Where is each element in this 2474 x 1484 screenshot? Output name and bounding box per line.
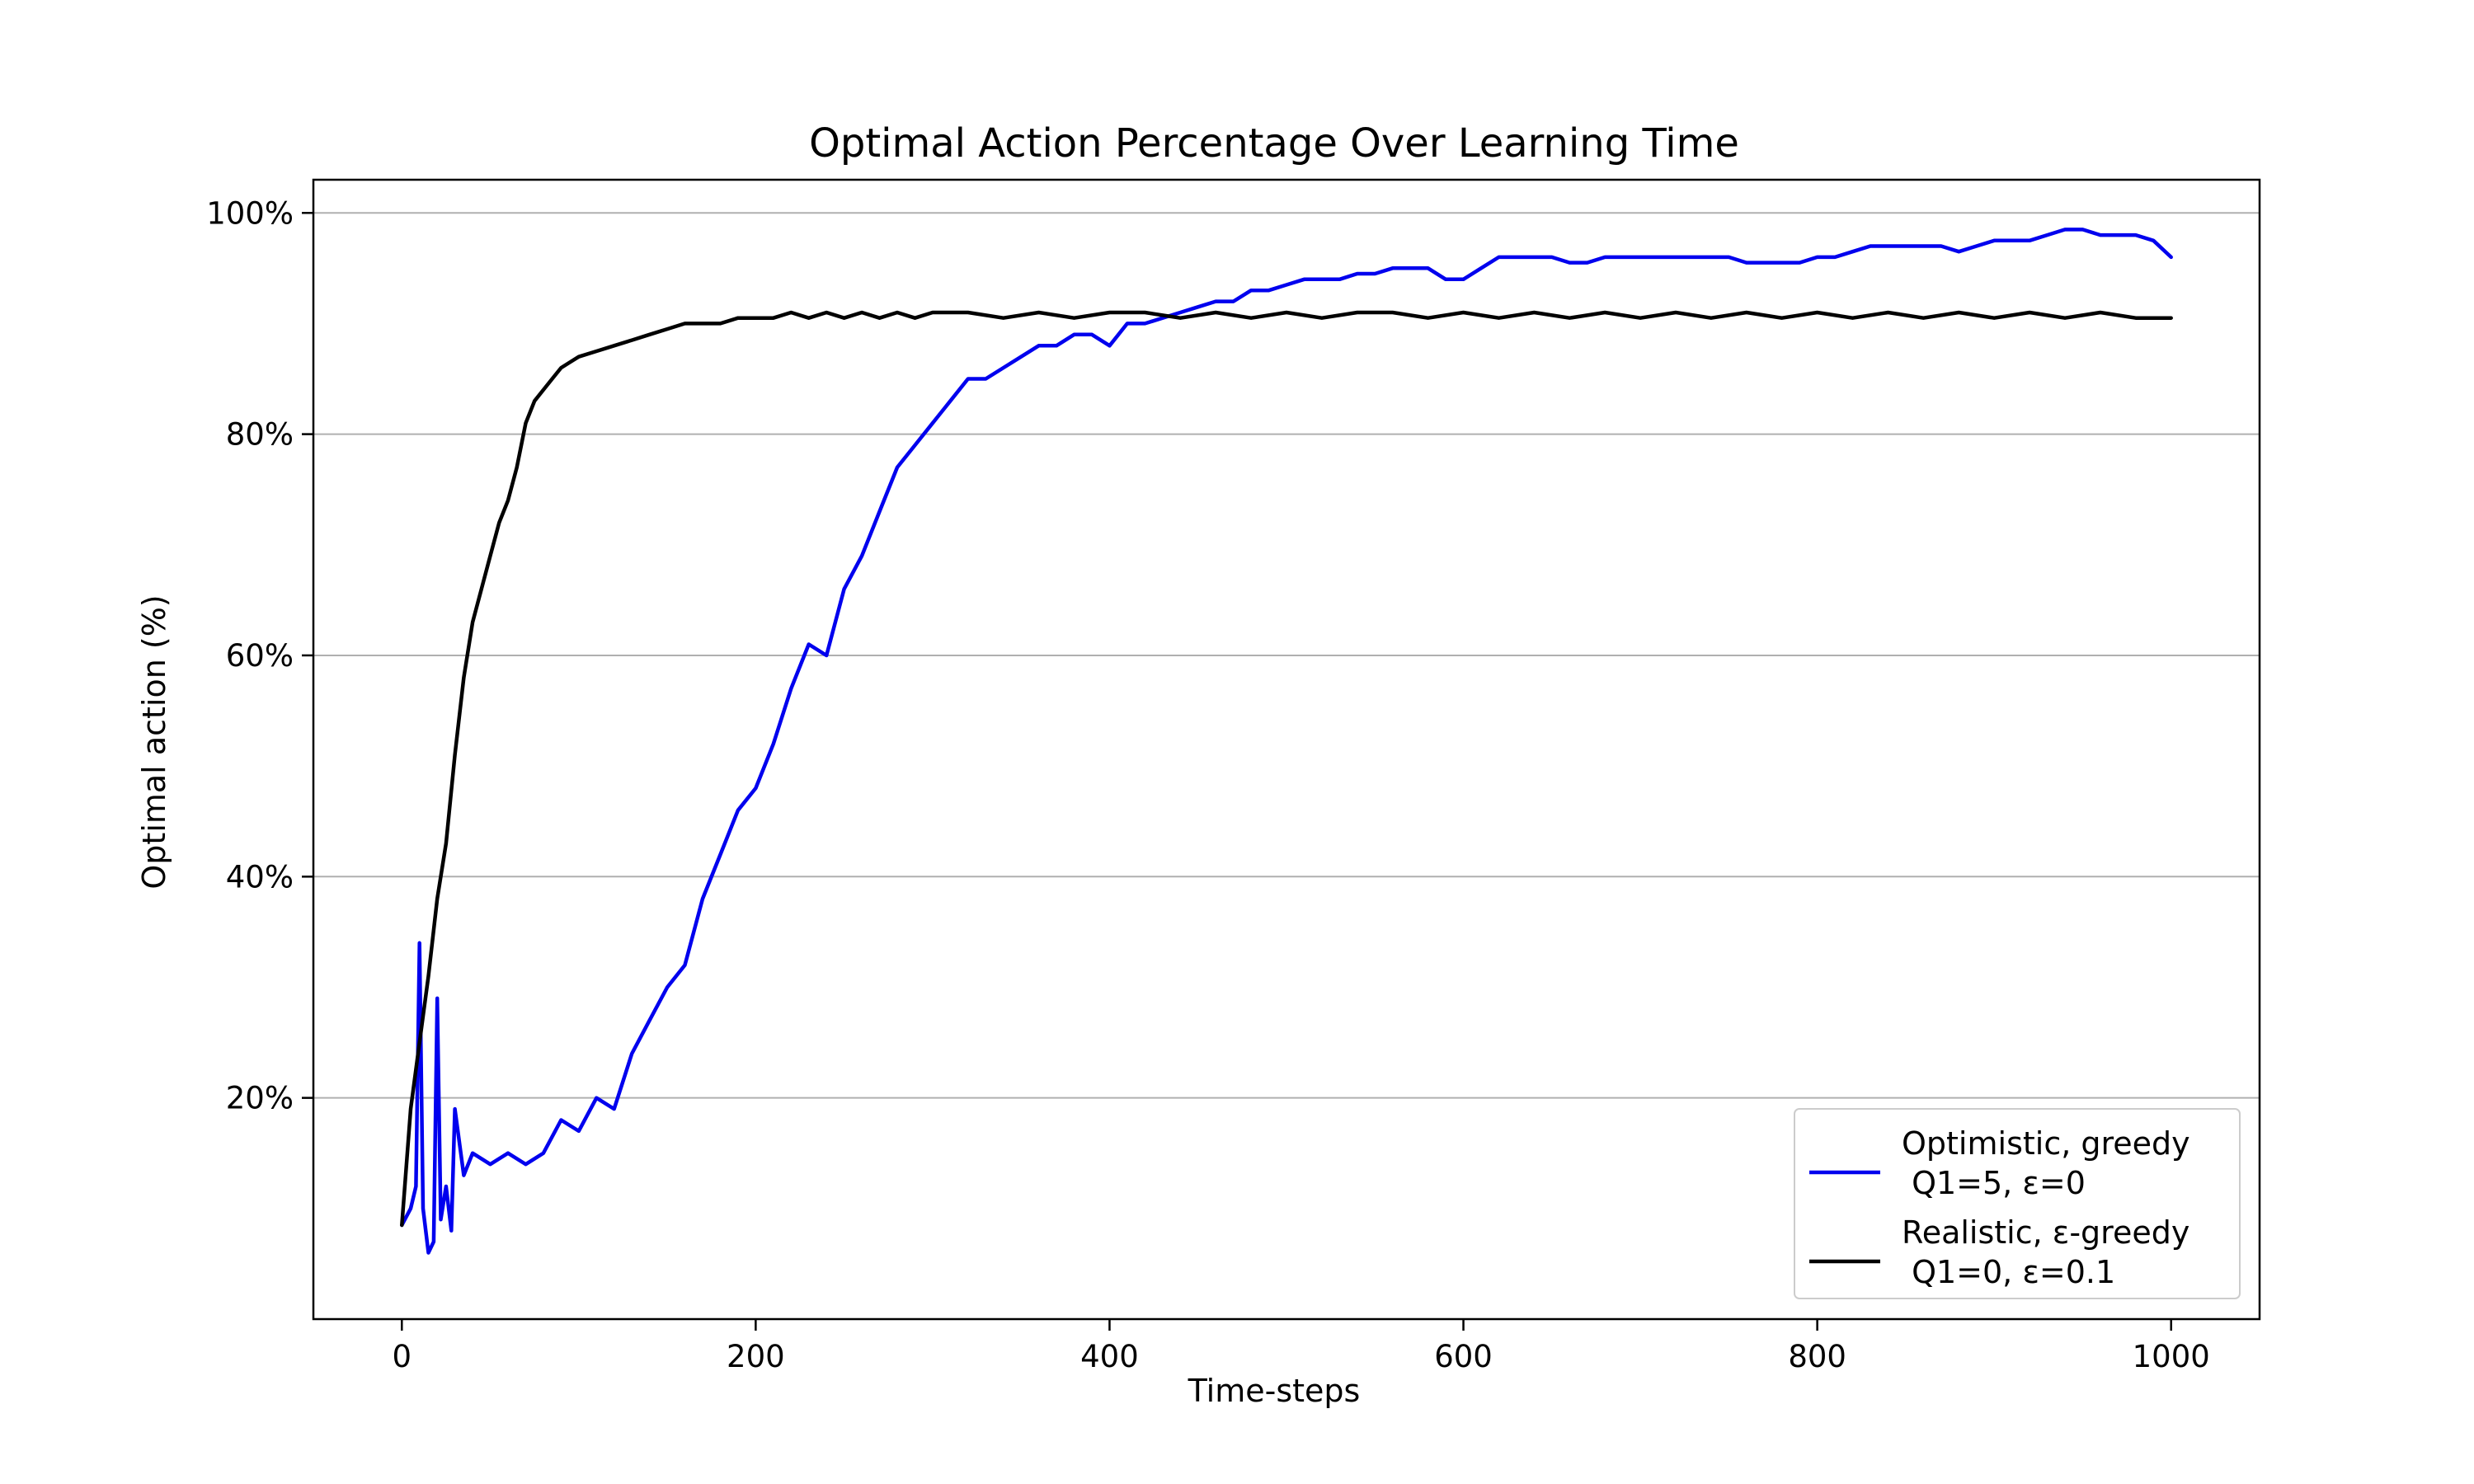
grid-lines (313, 212, 2260, 1099)
y-tick-label-3: 80% (226, 417, 294, 453)
y-tick-label-1: 40% (226, 859, 294, 895)
chart-title: Optimal Action Percentage Over Learning … (809, 120, 1739, 167)
series-line-0 (400, 228, 2173, 1255)
x-tick-label-4: 800 (1788, 1339, 1846, 1374)
x-axis-label: Time-steps (1188, 1373, 1361, 1409)
legend-label-1: Realistic, ε-greedy Q1=0, ε=0.1 (1902, 1214, 2189, 1290)
x-tick-label-3: 600 (1434, 1339, 1493, 1374)
x-tick-label-0: 0 (392, 1339, 412, 1374)
y-axis-label: Optimal action (%) (136, 594, 172, 889)
legend-box (1794, 1108, 2241, 1299)
x-tick-label-1: 200 (727, 1339, 785, 1374)
y-tick-label-4: 100% (206, 195, 294, 231)
y-tick-label-0: 20% (226, 1081, 294, 1116)
legend: Optimistic, greedy Q1=5, ε=0 Realistic, ε… (1794, 1108, 2241, 1299)
x-tick-label-2: 400 (1080, 1339, 1139, 1374)
plot-area-frame (312, 178, 2261, 1321)
y-tick-label-2: 60% (226, 638, 294, 674)
series-lines (400, 228, 2173, 1255)
x-tick-label-5: 1000 (2133, 1339, 2210, 1374)
series-line-1 (400, 310, 2173, 1228)
legend-label-0: Optimistic, greedy Q1=5, ε=0 (1902, 1125, 2190, 1201)
y-axis-ticks: 20% 40% 60% 80% 100% (206, 195, 313, 1116)
x-axis-ticks: 0 200 400 600 800 1000 (392, 1319, 2210, 1374)
